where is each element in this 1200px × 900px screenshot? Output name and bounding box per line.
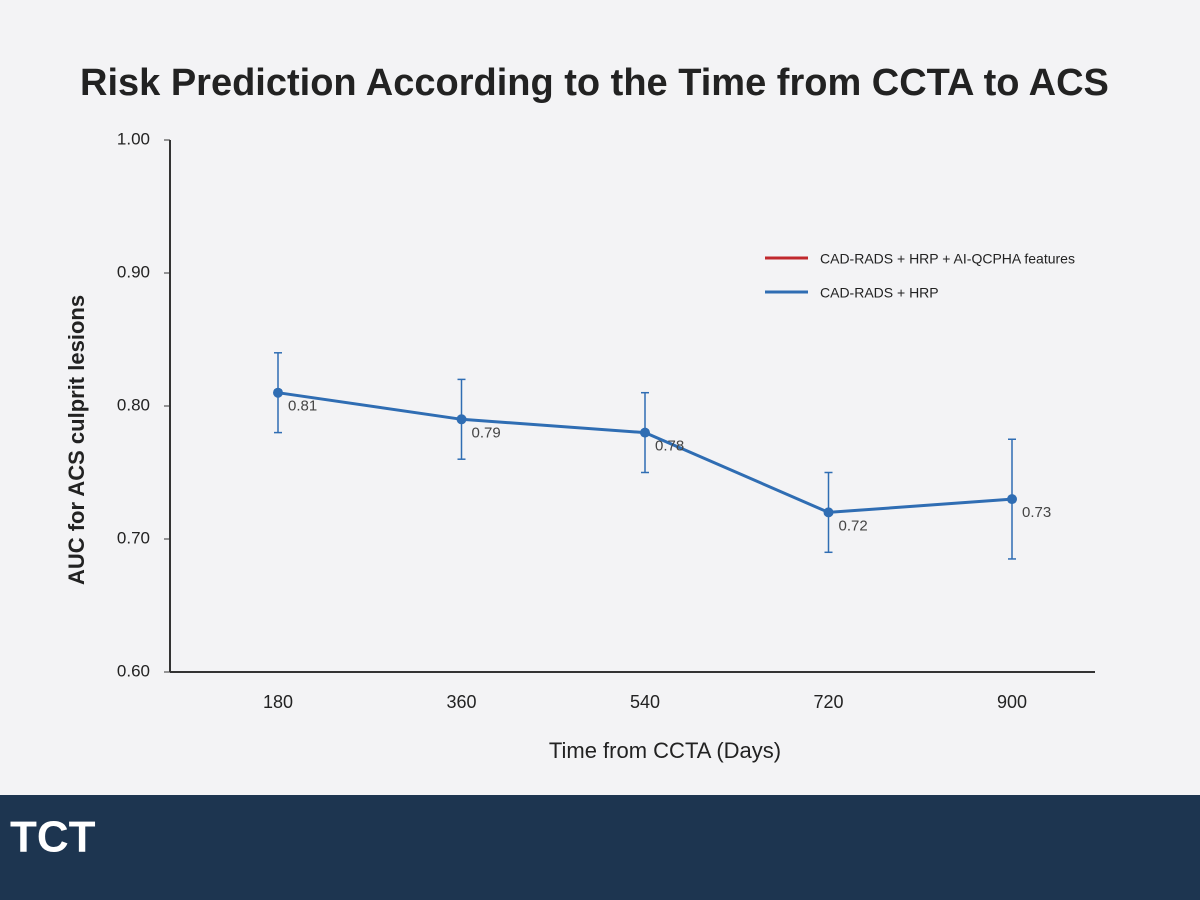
y-axis-label: AUC for ACS culprit lesions (64, 295, 89, 585)
point (273, 387, 283, 398)
value-label: 0.72 (839, 517, 868, 534)
y-tick-label: 0.80 (117, 395, 150, 414)
slide (0, 0, 1200, 795)
point (1007, 494, 1017, 505)
value-label: 0.78 (655, 438, 684, 455)
point (823, 507, 834, 518)
point (640, 427, 650, 438)
point (456, 414, 467, 425)
chart-title: Risk Prediction According to the Time fr… (80, 62, 1109, 104)
y-tick-label: 0.70 (117, 528, 150, 547)
y-tick-label: 1.00 (117, 129, 150, 148)
legend-label: CAD-RADS + HRP (820, 285, 939, 301)
value-label: 0.73 (1022, 504, 1051, 521)
x-tick-label: 180 (263, 692, 293, 712)
x-tick-label: 540 (630, 692, 660, 712)
logo: TCT (10, 813, 96, 862)
bottom-band (0, 795, 1200, 900)
legend-label: CAD-RADS + HRP + AI-QCPHA features (820, 251, 1075, 267)
x-tick-label: 360 (446, 692, 476, 712)
y-tick-label: 0.60 (117, 661, 150, 680)
x-tick-label: 900 (997, 692, 1027, 712)
x-tick-label: 720 (813, 692, 843, 712)
value-label: 0.81 (288, 398, 317, 415)
y-tick-label: 0.90 (117, 262, 150, 281)
x-axis-label: Time from CCTA (Days) (549, 738, 781, 763)
value-label: 0.79 (472, 424, 501, 441)
